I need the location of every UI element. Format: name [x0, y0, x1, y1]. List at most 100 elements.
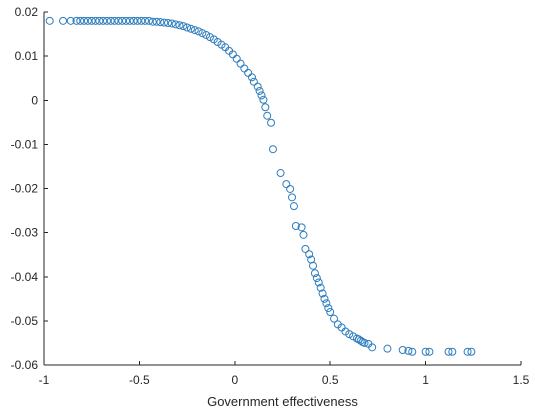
data-point: [164, 19, 173, 28]
y-tick-label: -0.01: [11, 137, 39, 151]
data-point: [122, 16, 131, 25]
data-point: [133, 16, 142, 25]
data-point: [91, 16, 100, 25]
data-point: [144, 16, 153, 25]
data-point: [80, 16, 89, 25]
data-point: [186, 24, 195, 33]
data-point: [152, 17, 161, 26]
data-point: [95, 16, 104, 25]
data-point: [171, 20, 180, 29]
data-point: [297, 223, 306, 232]
data-point: [299, 230, 308, 239]
data-point: [318, 289, 327, 298]
data-point: [286, 184, 295, 193]
data-point: [289, 202, 298, 211]
data-point: [288, 193, 297, 202]
data-point: [261, 103, 270, 112]
x-axis-label: Government effectiveness: [207, 394, 358, 409]
data-point: [125, 16, 134, 25]
data-point: [59, 16, 68, 25]
data-point: [263, 111, 272, 120]
data-point: [345, 330, 354, 339]
data-point: [72, 16, 81, 25]
data-point: [291, 222, 300, 231]
data-point: [87, 16, 96, 25]
data-point: [324, 304, 333, 313]
data-point: [276, 169, 285, 178]
y-tick-label: -0.06: [11, 358, 39, 372]
data-point: [259, 95, 268, 104]
data-point: [106, 16, 115, 25]
y-tick-label: 0.02: [15, 5, 39, 19]
data-point: [255, 86, 264, 95]
y-tick-label: 0: [31, 93, 38, 107]
data-point: [301, 244, 310, 253]
y-tick-label: -0.02: [11, 182, 39, 196]
data-point: [467, 347, 476, 356]
data-point: [141, 16, 150, 25]
data-point: [114, 16, 123, 25]
data-point: [66, 16, 75, 25]
data-point: [267, 118, 276, 127]
data-point: [160, 18, 169, 27]
data-point: [312, 274, 321, 283]
data-point: [190, 26, 199, 35]
x-tick-label: -1: [39, 373, 50, 387]
data-point: [183, 23, 192, 32]
x-tick-label: -0.5: [129, 373, 150, 387]
data-point: [330, 314, 339, 323]
data-point: [322, 299, 331, 308]
y-axis-ticks: -0.06 -0.05 -0.04 -0.03 -0.02 -0.01 0 0.01 0.02: [11, 5, 48, 372]
data-point: [316, 283, 325, 292]
y-tick-label: -0.04: [11, 270, 39, 284]
data-point: [45, 16, 54, 25]
plot-area: [43, 12, 521, 366]
data-point: [167, 19, 176, 28]
data-point: [356, 336, 365, 345]
data-point: [425, 347, 434, 356]
data-point: [360, 338, 369, 347]
data-point: [137, 16, 146, 25]
data-point: [129, 16, 138, 25]
x-tick-label: 0.5: [322, 373, 339, 387]
data-point: [236, 59, 245, 68]
data-point: [320, 294, 329, 303]
data-point: [408, 347, 417, 356]
data-point: [314, 278, 323, 287]
data-point: [244, 68, 253, 77]
data-point: [305, 250, 314, 259]
x-axis-ticks: -1 -0.5 0 0.5 1 1.5: [39, 361, 530, 387]
data-point: [247, 73, 256, 82]
data-point: [175, 21, 184, 30]
y-tick-label: -0.03: [11, 226, 39, 240]
data-point: [83, 16, 92, 25]
data-point: [179, 22, 188, 31]
data-point: [444, 347, 453, 356]
data-point: [232, 54, 241, 63]
data-point: [102, 16, 111, 25]
data-point: [368, 343, 377, 352]
data-point: [310, 269, 319, 278]
data-point: [309, 261, 318, 270]
data-point: [118, 16, 127, 25]
scatter-points: [45, 16, 476, 356]
data-point: [282, 180, 291, 189]
x-tick-label: 1: [422, 373, 429, 387]
y-tick-label: 0.01: [15, 49, 39, 63]
data-point: [421, 347, 430, 356]
y-tick-label: -0.05: [11, 314, 39, 328]
x-tick-label: 0: [231, 373, 238, 387]
data-point: [257, 91, 266, 100]
data-point: [404, 346, 413, 355]
data-point: [99, 16, 108, 25]
data-point: [253, 82, 262, 91]
x-tick-label: 1.5: [513, 373, 530, 387]
data-point: [110, 16, 119, 25]
data-point: [194, 27, 203, 36]
data-point: [148, 17, 157, 26]
data-point: [249, 77, 258, 86]
data-point: [205, 33, 214, 42]
data-point: [448, 347, 457, 356]
data-point: [156, 18, 165, 27]
